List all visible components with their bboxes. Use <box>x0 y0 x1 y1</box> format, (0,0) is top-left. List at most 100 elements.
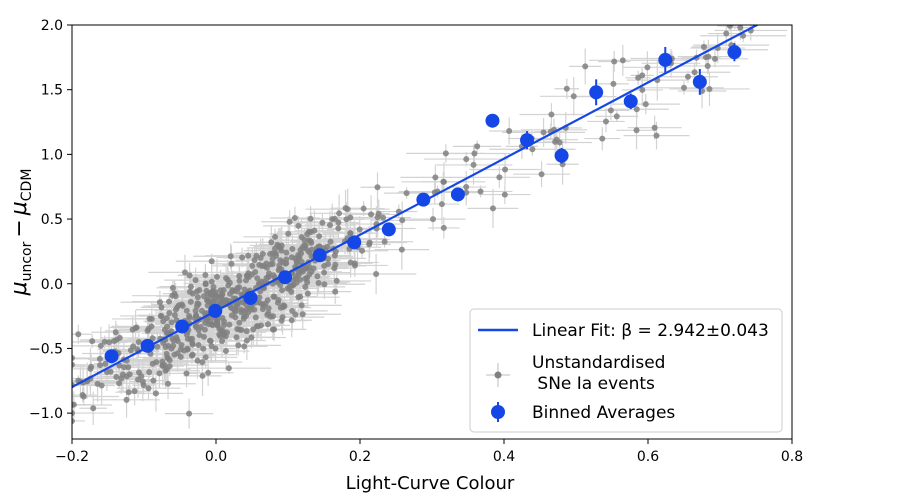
event-point-581 <box>243 337 250 344</box>
event-point-226 <box>113 373 120 380</box>
fit-line <box>72 25 760 389</box>
event-point-687 <box>639 72 646 79</box>
event-point-688 <box>552 138 559 145</box>
event-point-670 <box>642 101 649 108</box>
event-point-388 <box>234 285 241 292</box>
event-point-291 <box>403 190 410 197</box>
event-point-678 <box>613 113 620 120</box>
event-point-551 <box>189 335 196 342</box>
event-point-493 <box>266 270 273 277</box>
event-point-587 <box>359 247 366 254</box>
event-point-35 <box>222 348 229 355</box>
event-point-469 <box>131 388 138 395</box>
event-point-561 <box>326 222 333 229</box>
event-point-646 <box>556 139 563 146</box>
event-point-232 <box>195 341 202 348</box>
event-point-608 <box>321 281 328 288</box>
x-axis-ticks: −0.2 0.0 0.2 0.4 0.6 0.8 <box>55 439 803 465</box>
event-point-378 <box>276 262 283 269</box>
event-point-564 <box>214 320 221 327</box>
event-point-602 <box>183 307 190 314</box>
event-point-501 <box>166 310 173 317</box>
event-point-451 <box>279 314 286 321</box>
event-point-12 <box>205 369 212 376</box>
event-point-611 <box>163 350 170 357</box>
event-point-576 <box>208 292 215 299</box>
event-point-219 <box>332 288 339 295</box>
y-axis-label: μuncor−μCDM <box>7 169 35 297</box>
event-point-279 <box>162 367 169 374</box>
event-point-45 <box>285 230 292 237</box>
event-point-631 <box>633 127 640 134</box>
event-point-342 <box>256 294 263 301</box>
event-point-396 <box>189 290 196 297</box>
event-point-565 <box>229 287 236 294</box>
y-label-sub-uncor: uncor <box>19 241 35 281</box>
event-point-109 <box>135 338 142 345</box>
x-axis-label: Light-Curve Colour <box>346 473 515 494</box>
event-point-643 <box>680 84 687 91</box>
event-point-572 <box>299 267 306 274</box>
event-point-539 <box>208 278 215 285</box>
event-point-657 <box>496 174 503 181</box>
event-point-93 <box>302 283 309 290</box>
event-point-437 <box>132 325 139 332</box>
event-point-514 <box>194 294 201 301</box>
legend-fit-label: Linear Fit: β = 2.942±0.043 <box>532 321 769 341</box>
event-point-546 <box>366 241 373 248</box>
event-point-468 <box>304 290 311 297</box>
event-point-102 <box>172 306 179 313</box>
event-point-167 <box>156 370 163 377</box>
event-point-145 <box>169 284 176 291</box>
event-point-537 <box>221 330 228 337</box>
event-point-283 <box>203 287 210 294</box>
event-point-41 <box>319 219 326 226</box>
event-point-94 <box>236 319 243 326</box>
y-label-mu-2: μ <box>7 201 32 216</box>
event-point-72 <box>207 338 214 345</box>
event-point-619 <box>694 6 700 12</box>
event-point-557 <box>205 321 212 328</box>
event-point-97 <box>148 315 155 322</box>
y-tick-label-1: −0.5 <box>29 341 63 357</box>
event-point-580 <box>308 246 315 253</box>
event-point-584 <box>228 312 235 319</box>
event-point-559 <box>373 271 380 278</box>
event-point-309 <box>249 262 256 269</box>
legend-events-swatch-dot <box>494 371 502 379</box>
event-point-595 <box>188 352 195 359</box>
event-point-591 <box>286 218 293 225</box>
event-point-613 <box>135 376 142 383</box>
binned-point-7 <box>347 235 362 250</box>
event-point-509 <box>196 287 203 294</box>
event-point-165 <box>157 312 164 319</box>
event-point-615 <box>375 210 382 217</box>
event-point-554 <box>289 246 296 253</box>
legend-events-label-2: SNe Ia events <box>532 374 655 394</box>
event-point-327 <box>399 217 406 224</box>
event-point-37 <box>335 225 342 232</box>
binned-point-17 <box>692 74 707 89</box>
event-point-162 <box>183 370 190 377</box>
event-point-626 <box>611 58 618 65</box>
event-point-310 <box>72 361 75 368</box>
event-point-683 <box>440 178 447 185</box>
event-point-174 <box>291 214 298 221</box>
event-point-544 <box>278 242 285 249</box>
event-point-543 <box>267 250 274 257</box>
event-point-521 <box>335 219 342 226</box>
event-point-121 <box>154 343 161 350</box>
event-point-107 <box>254 275 261 282</box>
x-tick-label-3: 0.4 <box>493 449 515 465</box>
event-point-589 <box>310 265 317 272</box>
event-point-4 <box>149 335 156 342</box>
event-point-420 <box>209 287 216 294</box>
event-point-592 <box>192 322 199 329</box>
binned-point-12 <box>520 133 535 148</box>
event-point-671 <box>691 69 698 76</box>
x-tick-label-0: −0.2 <box>55 449 89 465</box>
event-point-524 <box>360 205 367 212</box>
event-point-684 <box>501 191 508 198</box>
event-point-682 <box>471 150 478 157</box>
